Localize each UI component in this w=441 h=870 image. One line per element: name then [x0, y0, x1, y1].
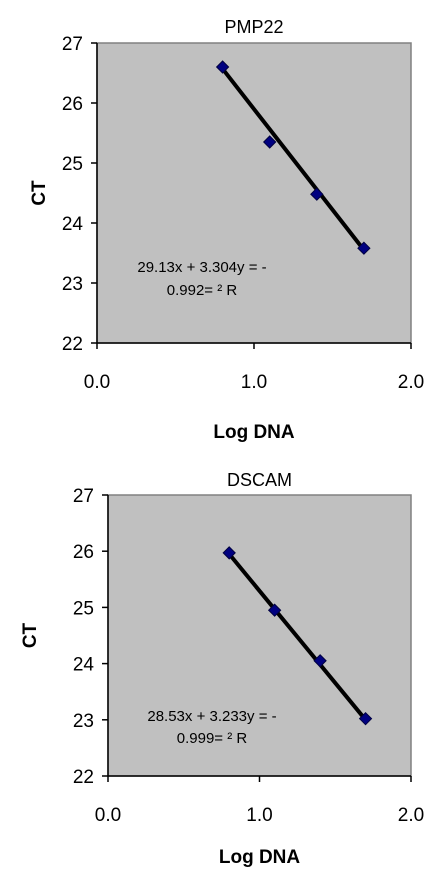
trendline [227, 552, 368, 722]
y-tick-label: 22 [73, 767, 94, 788]
data-point [267, 603, 282, 617]
y-axis-label: CT [29, 180, 50, 206]
data-point [262, 135, 277, 149]
data-point [313, 654, 327, 668]
data-point [222, 546, 236, 560]
x-tick-label: 1.0 [241, 372, 267, 393]
equation-line-1: 28.53x + 3.233y = - [147, 708, 276, 725]
y-tick-label: 23 [62, 274, 83, 295]
data-point [310, 187, 324, 201]
plot-area [107, 494, 412, 777]
equation-line-2: 0.999= ² R [177, 730, 248, 747]
y-tick-label: 25 [73, 598, 94, 619]
y-tick-label: 26 [62, 94, 83, 115]
y-tick-label: 24 [62, 214, 84, 235]
trendline [220, 66, 366, 252]
data-point [215, 60, 230, 74]
y-tick-label: 27 [62, 34, 83, 55]
chart-pmp22: PMP22 22 23 24 25 26 27 0.0 1.0 2.0 Log DNA CT 29.13… [29, 17, 424, 443]
equation-line-1: 29.13x + 3.304y = - [137, 259, 266, 276]
x-axis-label: Log DNA [213, 422, 295, 443]
plot-area [96, 42, 412, 344]
y-tick-label: 26 [73, 542, 94, 563]
data-point [358, 711, 373, 726]
x-tick-label: 2.0 [398, 805, 424, 826]
y-tick-label: 24 [73, 655, 95, 676]
y-tick-label: 22 [62, 334, 83, 355]
x-tick-label: 2.0 [398, 372, 424, 393]
x-tick-label: 0.0 [84, 372, 110, 393]
y-tick-label: 23 [73, 711, 94, 732]
x-axis-label: Log DNA [219, 847, 301, 868]
data-point [357, 241, 371, 255]
x-tick-label: 0.0 [95, 805, 121, 826]
chart-title: PMP22 [224, 17, 283, 37]
chart-title: DSCAM [227, 470, 292, 490]
y-tick-label: 27 [73, 486, 94, 507]
chart-dscam: DSCAM 22 23 24 25 26 27 0.0 1.0 2.0 Log DNA CT 28.53… [20, 470, 424, 868]
x-tick-label: 1.0 [246, 805, 272, 826]
y-tick-label: 25 [62, 154, 83, 175]
equation-line-2: 0.992= ² R [167, 282, 238, 299]
y-axis-label: CT [20, 622, 41, 648]
